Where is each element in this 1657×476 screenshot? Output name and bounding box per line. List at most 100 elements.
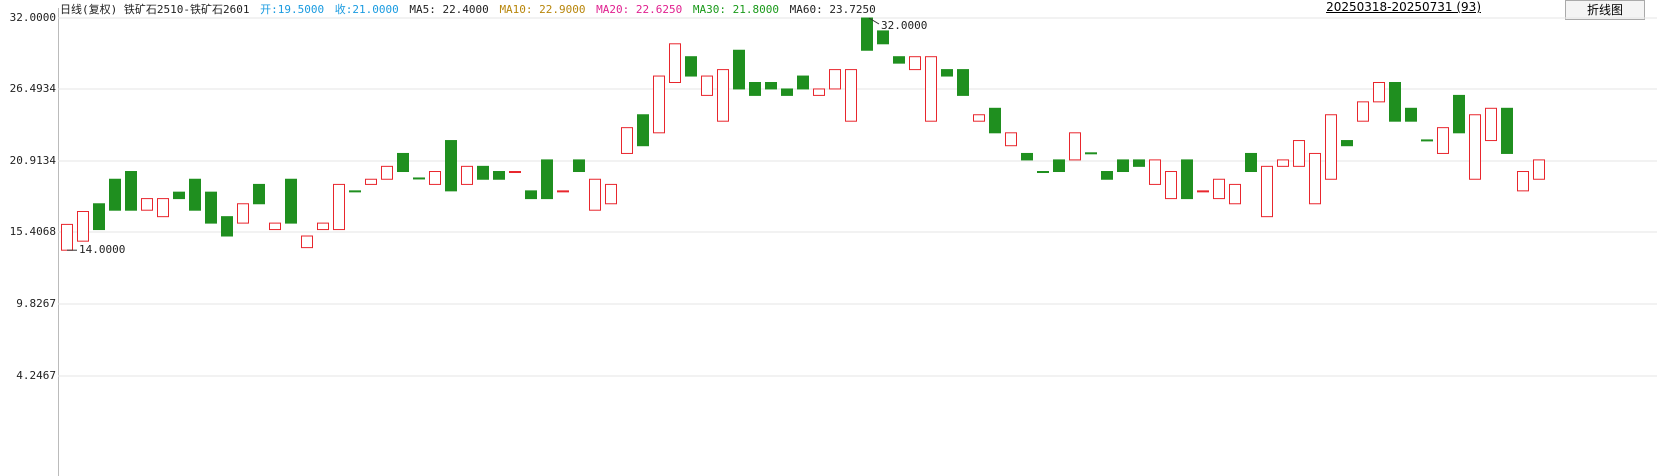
- candle-body: [429, 171, 441, 185]
- candle-body: [317, 222, 329, 231]
- candle-body: [605, 183, 617, 205]
- candle-body: [813, 88, 825, 96]
- y-tick-label: 9.8267: [16, 297, 56, 310]
- y-tick-label: 15.4068: [10, 225, 56, 238]
- candle-body: [1021, 152, 1033, 161]
- ma5: MA5: 22.4000: [409, 3, 489, 16]
- candle-body: [749, 82, 761, 96]
- candle-body: [1309, 152, 1321, 205]
- candle-body: [1437, 127, 1449, 154]
- candle-body: [653, 75, 665, 134]
- y-tick-label: 26.4934: [10, 82, 57, 95]
- title: 日线(复权) 铁矿石2510-铁矿石2601: [60, 3, 250, 16]
- candle-body: [141, 198, 153, 211]
- candle-body: [1117, 159, 1129, 173]
- candle-body: [589, 178, 601, 211]
- candle-body: [1149, 159, 1161, 185]
- candle-body: [845, 69, 857, 122]
- candle-body: [125, 171, 137, 211]
- candle-body: [893, 56, 905, 64]
- candle-body: [1005, 132, 1017, 147]
- ma60: MA60: 23.7250: [789, 3, 876, 16]
- annotation-arrow: [868, 17, 880, 25]
- candle-body: [1453, 94, 1465, 134]
- candle-body: [797, 75, 809, 90]
- candle-body: [1053, 159, 1065, 173]
- candle-body: [1101, 171, 1113, 180]
- candle-body: [493, 171, 505, 180]
- candle-body: [1533, 159, 1545, 180]
- candle-body: [861, 17, 873, 51]
- candle-body: [781, 88, 793, 96]
- candle-body: [1485, 107, 1497, 142]
- candle-body: [1373, 82, 1385, 103]
- date-range[interactable]: 20250318-20250731 (93): [1326, 0, 1481, 14]
- candle-body: [1341, 140, 1353, 147]
- candle-body: [333, 183, 345, 231]
- candle-body: [189, 178, 201, 211]
- ma20: MA20: 22.6250: [596, 3, 683, 16]
- candle-body: [381, 165, 393, 180]
- candle-body: [541, 159, 553, 200]
- candle-body: [1325, 114, 1337, 180]
- candle-body: [717, 69, 729, 122]
- candle-body: [989, 107, 1001, 134]
- candle-body: [1389, 82, 1401, 122]
- candle-body: [477, 165, 489, 180]
- candle-body: [1405, 107, 1417, 122]
- candle-body: [1165, 171, 1177, 200]
- annotation: 14.0000: [79, 243, 125, 256]
- candle-body: [445, 140, 457, 192]
- candle-body: [877, 30, 889, 45]
- candle-body: [1293, 140, 1305, 167]
- y-tick-label: 20.9134: [10, 154, 57, 167]
- ma10: MA10: 22.9000: [499, 3, 586, 16]
- candle-body: [1357, 101, 1369, 122]
- close-label: 收:21.0000: [334, 3, 399, 16]
- candle-body: [93, 203, 105, 231]
- candle-body: [1181, 159, 1193, 200]
- candle-body: [397, 152, 409, 173]
- candle-body: [509, 171, 521, 174]
- candle-body: [1229, 183, 1241, 205]
- candle-body: [1469, 114, 1481, 180]
- header: 日线(复权) 铁矿石2510-铁矿石2601 开:19.5000 收:21.00…: [60, 1, 880, 17]
- candle-body: [269, 222, 281, 231]
- candle-body: [941, 69, 953, 77]
- y-tick-label: 32.0000: [10, 11, 56, 24]
- candle-body: [77, 211, 89, 242]
- line-chart-button[interactable]: 折线图: [1565, 0, 1645, 20]
- annotation: 32.0000: [881, 19, 927, 32]
- candle-body: [1501, 107, 1513, 154]
- candle-body: [1085, 152, 1097, 155]
- candle-body: [701, 75, 713, 96]
- candle-body: [685, 56, 697, 77]
- candle-body: [1277, 159, 1289, 167]
- ma30: MA30: 21.8000: [692, 3, 779, 16]
- y-tick-label: 4.2467: [16, 369, 56, 382]
- candle-body: [61, 223, 73, 251]
- candle-body: [157, 198, 169, 218]
- candle-body: [829, 69, 841, 90]
- candle-body: [173, 191, 185, 200]
- candle-body: [1133, 159, 1145, 167]
- candle-body: [413, 177, 425, 180]
- candle-body: [1261, 165, 1273, 218]
- candle-body: [221, 216, 233, 237]
- candle-body: [925, 56, 937, 122]
- candle-body: [909, 56, 921, 71]
- candle-body: [973, 114, 985, 122]
- candle-body: [205, 191, 217, 224]
- candle-body: [1517, 171, 1529, 192]
- candle-body: [237, 203, 249, 224]
- candle-body: [365, 178, 377, 185]
- candle-body: [109, 178, 121, 211]
- candle-body: [349, 190, 361, 193]
- candle-body: [1213, 178, 1225, 200]
- candle-body: [1421, 139, 1433, 142]
- candle-body: [957, 69, 969, 96]
- candle-body: [1197, 190, 1209, 193]
- candle-body: [637, 114, 649, 147]
